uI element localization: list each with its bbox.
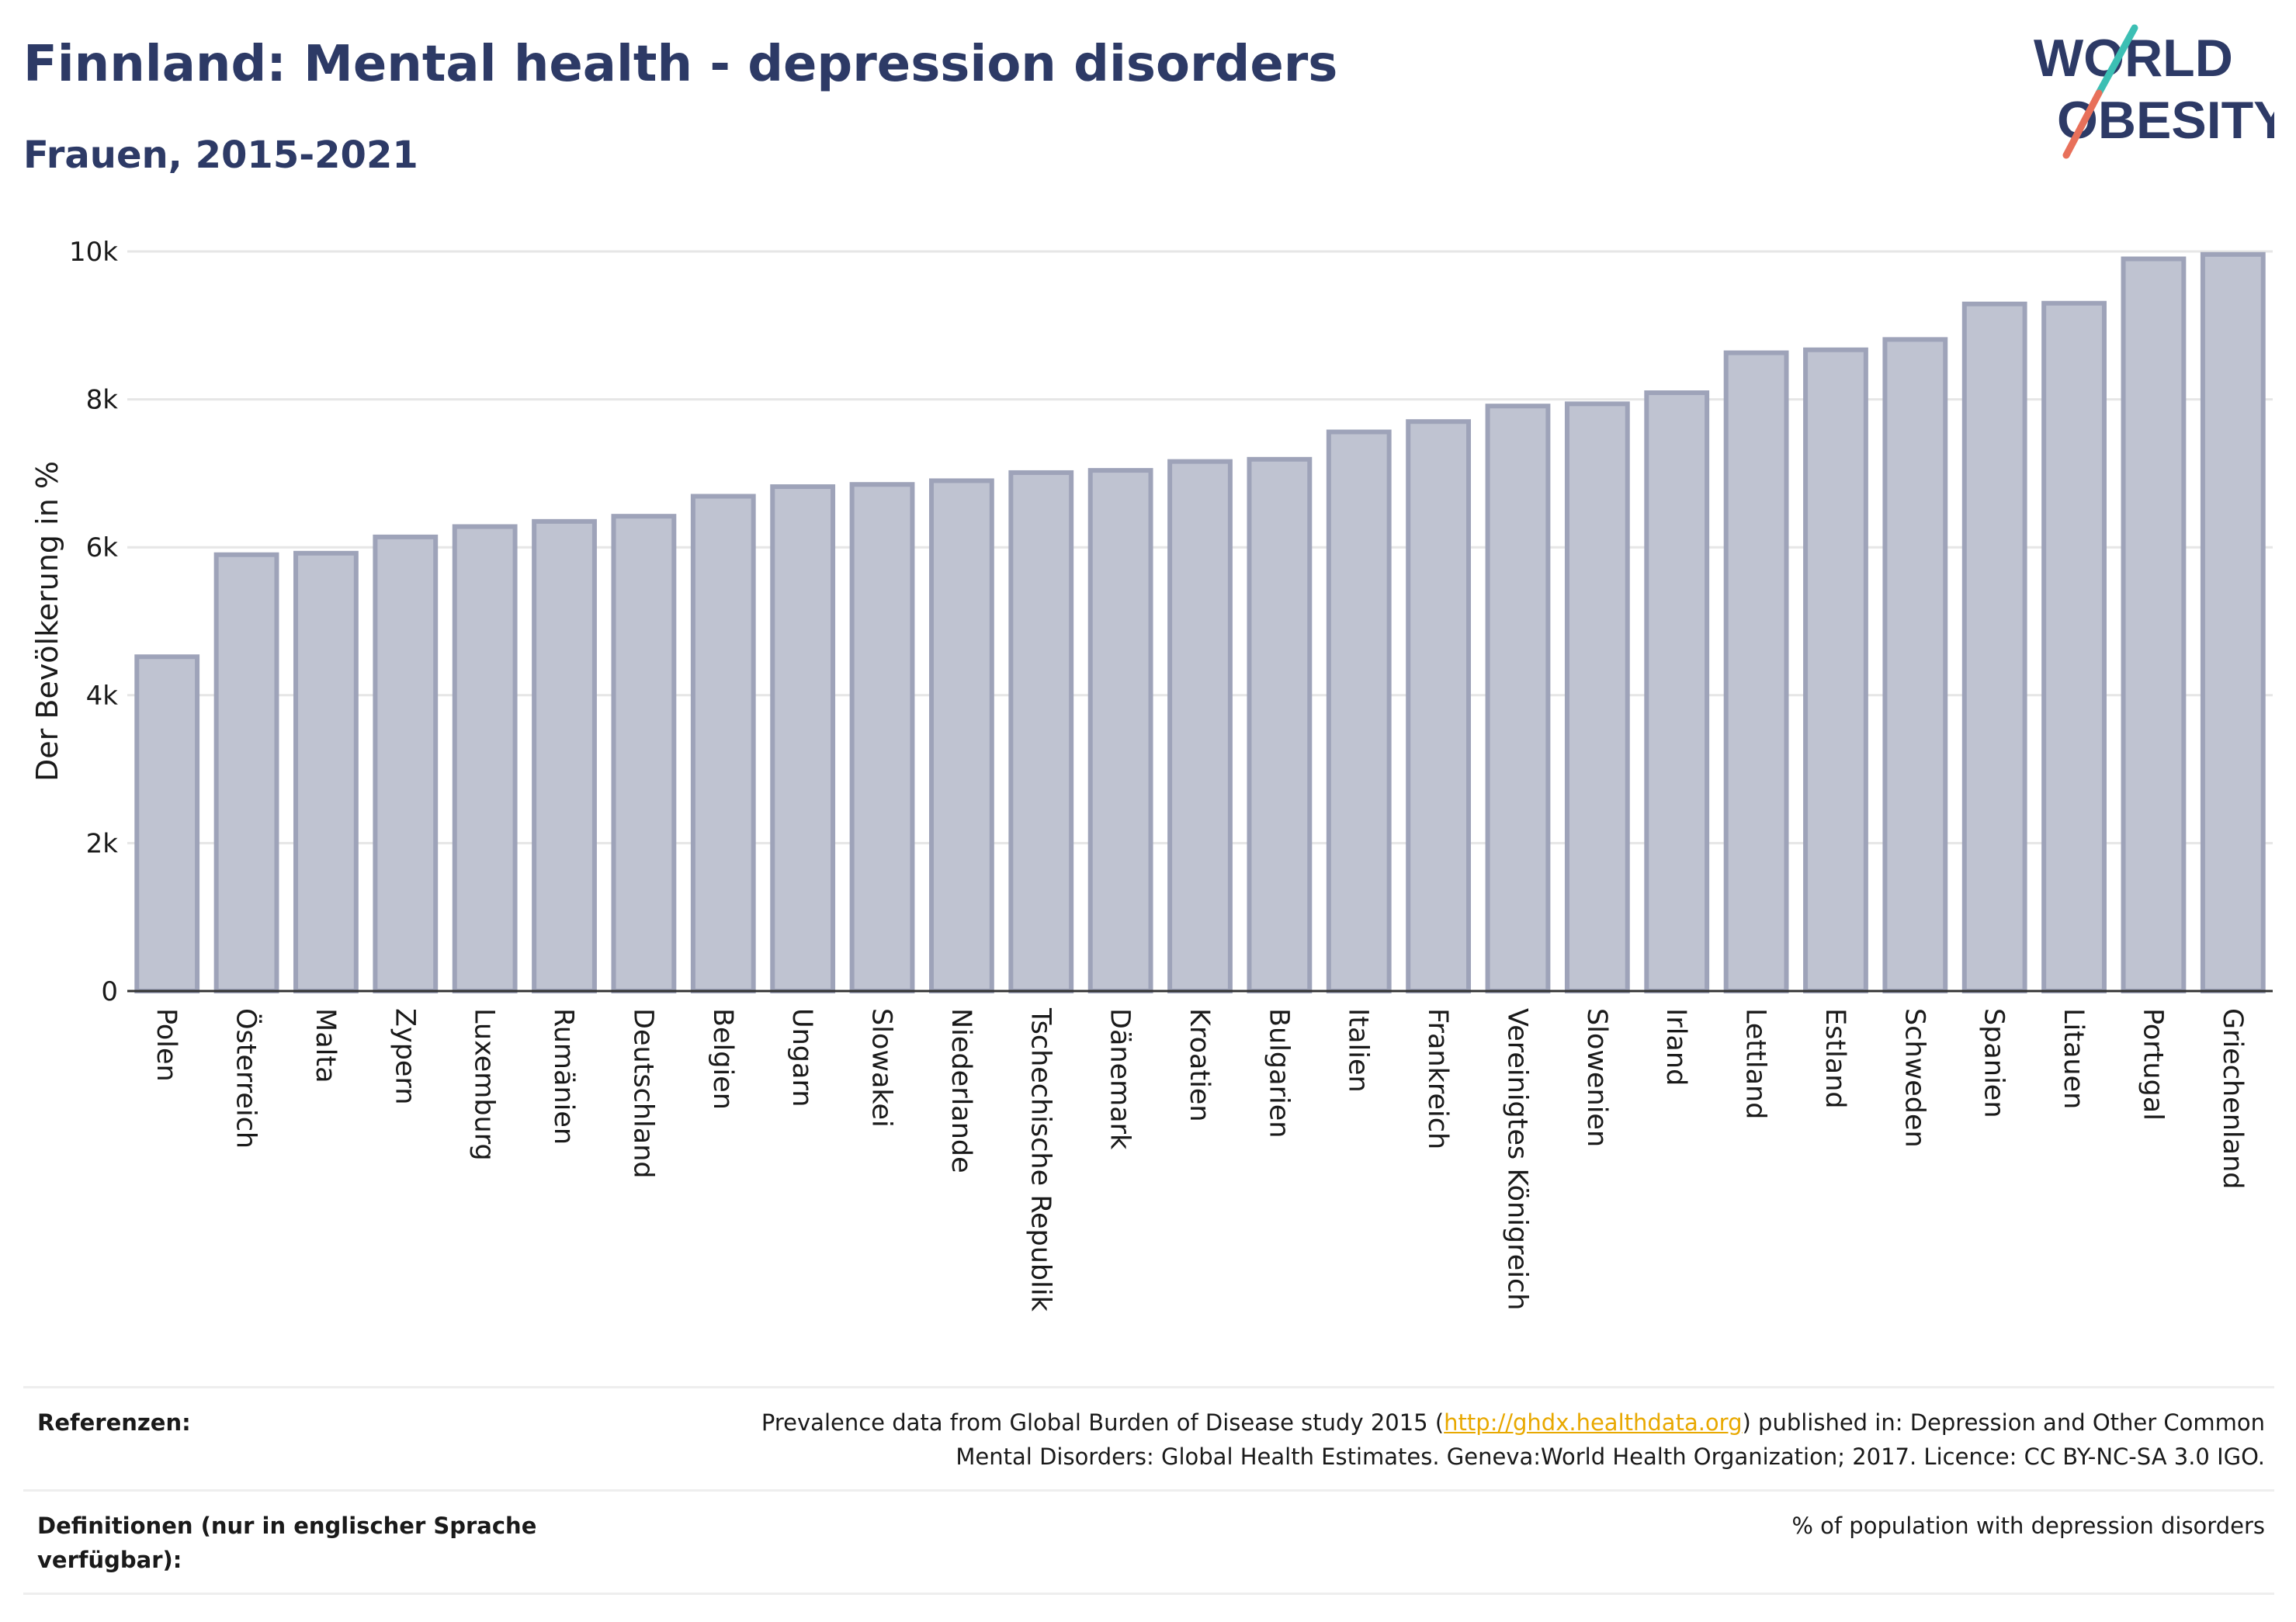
definitions-row: Definitionen (nur in englischer Sprache … [23,1489,2274,1595]
bar [452,524,518,993]
bar [690,494,756,993]
x-tick-label: Spanien [1979,1008,2010,1118]
x-tick-label: Belgien [707,1008,738,1110]
bar [1406,419,1472,993]
x-tick-label: Italien [1343,1008,1374,1093]
bar [2041,300,2107,993]
bar [213,552,279,993]
x-tick-label: Deutschland [627,1008,658,1179]
logo-line1: WORLD [2034,29,2233,88]
bar [611,514,677,993]
x-tick-label: Griechenland [2217,1008,2248,1189]
references-label: Referenzen: [37,1409,191,1436]
x-tick-label: Estland [1819,1008,1850,1109]
bar [1723,350,1789,994]
x-tick-label: Kroatien [1184,1008,1215,1122]
y-axis-title: Der Bevölkerung in % [30,461,64,782]
x-tick-label: Polen [151,1008,182,1082]
bar [1167,459,1233,993]
y-tick-label: 6k [86,532,119,563]
bar [1247,456,1313,993]
x-tick-label: Zypern [389,1008,420,1104]
references-text: Prevalence data from Global Burden of Di… [635,1405,2274,1474]
x-tick-label: Slowenien [1581,1008,1612,1147]
bar [1008,470,1074,993]
references-link[interactable]: http://ghdx.healthdata.org [1444,1409,1743,1436]
bar [1326,429,1392,993]
references-text-before: Prevalence data from Global Burden of Di… [761,1409,1445,1436]
bar [2121,256,2187,993]
x-tick-label: Tschechische Republik [1025,1007,1056,1312]
x-tick-label: Litauen [2058,1008,2089,1109]
x-tick-label: Malta [310,1008,341,1083]
x-tick-label: Schweden [1899,1008,1930,1148]
logo-slash-teal [2095,24,2138,97]
references-row: Referenzen: Prevalence data from Global … [23,1386,2274,1489]
bar [1882,337,1948,994]
bar [1644,390,1710,993]
x-tick-label: Lettland [1740,1008,1771,1119]
x-tick-label: Luxemburg [469,1008,500,1161]
bar [2200,251,2266,993]
x-tick-label: Rumänien [548,1008,579,1145]
x-tick-label: Ungarn [786,1008,817,1107]
x-tick-label: Irland [1660,1008,1691,1086]
bar [373,534,439,993]
y-tick-label: 0 [101,976,118,1007]
bar [532,518,597,993]
x-tick-label: Frankreich [1422,1008,1453,1149]
x-tick-label: Vereinigtes Königreich [1501,1008,1532,1310]
definitions-text: % of population with depression disorder… [1791,1513,2265,1539]
references-line2: Mental Disorders: Global Health Estimate… [956,1444,2265,1470]
bar [1564,401,1630,993]
x-tick-label: Niederlande [945,1008,976,1173]
bar [134,654,200,994]
definitions-label: Definitionen (nur in englischer Sprache … [37,1513,537,1573]
bar [770,484,836,993]
bar [928,478,994,993]
y-tick-label: 10k [69,237,118,268]
x-tick-label: Slowakei [866,1008,897,1128]
logo-slash-coral [2062,89,2103,159]
references-table: Referenzen: Prevalence data from Global … [23,1386,2274,1595]
bar [1485,404,1551,993]
chart-title: Finnland: Mental health - depression dis… [23,36,1338,93]
x-tick-label: Portugal [2137,1008,2168,1121]
y-tick-label: 8k [86,385,119,416]
bar [1961,301,2027,993]
references-text-after: ) published in: Depression and Other Com… [1742,1409,2266,1436]
x-tick-label: Österreich [231,1008,263,1149]
bar [293,550,359,993]
chart-subtitle: Frauen, 2015-2021 [23,133,418,177]
x-tick-label: Dänemark [1105,1008,1136,1150]
x-tick-label: Bulgarien [1263,1008,1294,1138]
bar [1803,347,1868,993]
y-tick-label: 4k [86,681,119,712]
y-tick-label: 2k [86,828,119,859]
bar [849,482,915,993]
bar-chart: 0 2k 4k 6k 8k 10k Der Bevölkerung in % Polen Öst… [30,237,2273,1312]
bar [1087,468,1153,993]
world-obesity-logo[interactable]: WORLD OBESITY [2018,22,2274,169]
